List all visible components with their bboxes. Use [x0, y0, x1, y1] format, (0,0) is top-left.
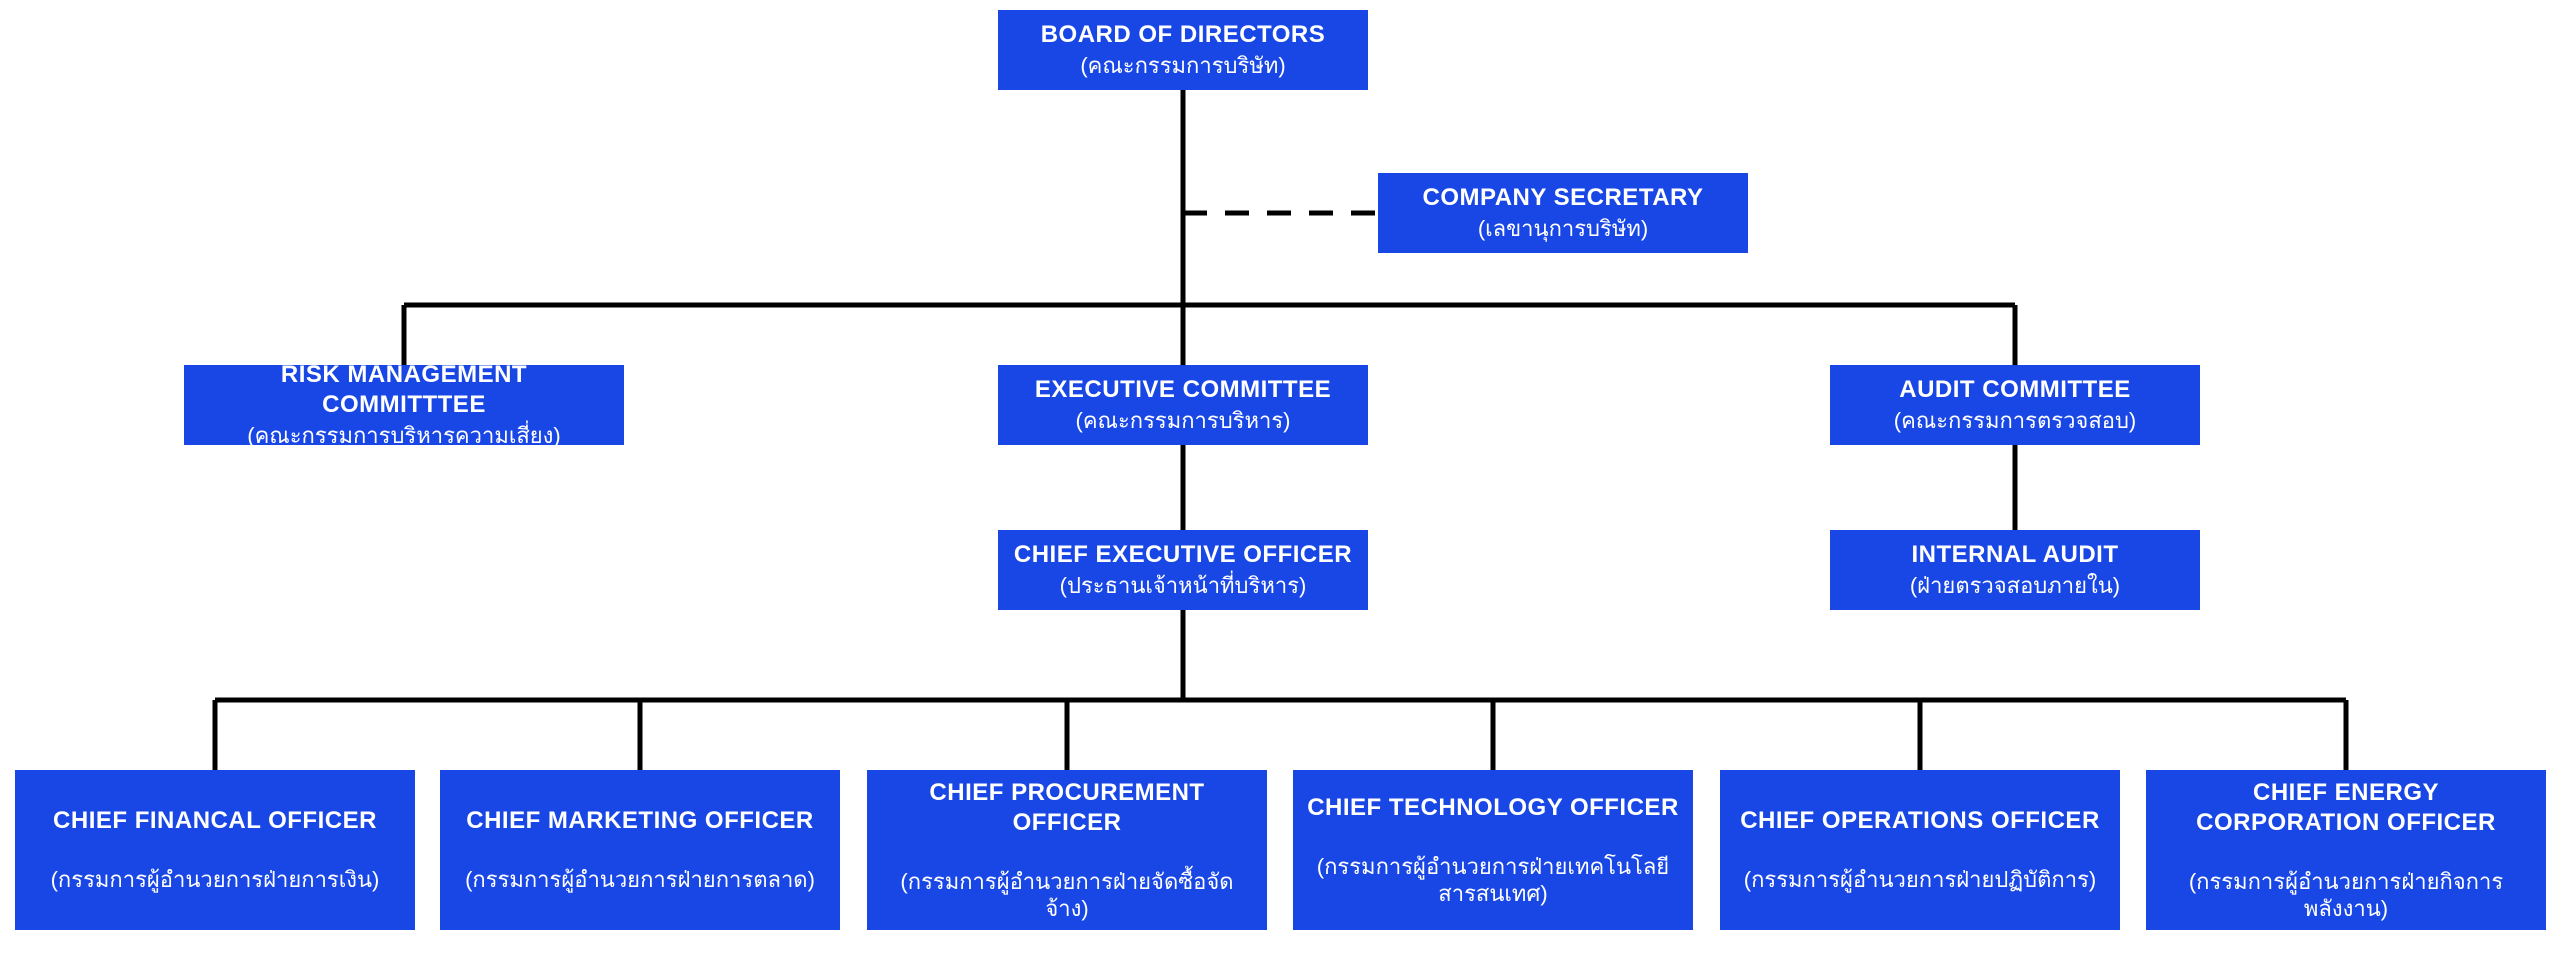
- node-title: AUDIT COMMITTEE: [1899, 375, 2130, 405]
- node-subtitle: (ฝ่ายตรวจสอบภายใน): [1910, 572, 2120, 600]
- node-cmo: CHIEF MARKETING OFFICER (กรรมการผู้อำนวย…: [440, 770, 840, 930]
- node-title: BOARD OF DIRECTORS: [1041, 20, 1326, 50]
- node-cto: CHIEF TECHNOLOGY OFFICER (กรรมการผู้อำนว…: [1293, 770, 1693, 930]
- node-title: CHIEF PROCUREMENT OFFICER: [881, 778, 1253, 838]
- node-subtitle: (กรรมการผู้อำนวยการฝ่ายปฏิบัติการ): [1744, 866, 2096, 894]
- node-subtitle: (คณะกรรมการบริษัท): [1080, 52, 1285, 80]
- node-title: CHIEF MARKETING OFFICER: [466, 806, 814, 836]
- node-title: INTERNAL AUDIT: [1912, 540, 2119, 570]
- node-subtitle: (กรรมการผู้อำนวยการฝ่ายการตลาด): [465, 866, 815, 894]
- node-board: BOARD OF DIRECTORS (คณะกรรมการบริษัท): [998, 10, 1368, 90]
- node-ceo: CHIEF EXECUTIVE OFFICER (ประธานเจ้าหน้าท…: [998, 530, 1368, 610]
- node-subtitle: (กรรมการผู้อำนวยการฝ่ายจัดซื้อจัดจ้าง): [881, 868, 1253, 923]
- node-subtitle: (คณะกรรมการบริหารความเสี่ยง): [247, 422, 561, 450]
- node-cfo: CHIEF FINANCAL OFFICER (กรรมการผู้อำนวยก…: [15, 770, 415, 930]
- node-title: RISK MANAGEMENT COMMITTTEE: [198, 360, 610, 420]
- org-chart: BOARD OF DIRECTORS (คณะกรรมการบริษัท) CO…: [0, 0, 2560, 964]
- node-risk: RISK MANAGEMENT COMMITTTEE (คณะกรรมการบร…: [184, 365, 624, 445]
- node-audit: AUDIT COMMITTEE (คณะกรรมการตรวจสอบ): [1830, 365, 2200, 445]
- node-title: CHIEF OPERATIONS OFFICER: [1740, 806, 2100, 836]
- node-subtitle: (คณะกรรมการตรวจสอบ): [1894, 407, 2137, 435]
- node-internal-audit: INTERNAL AUDIT (ฝ่ายตรวจสอบภายใน): [1830, 530, 2200, 610]
- node-title: CHIEF EXECUTIVE OFFICER: [1014, 540, 1352, 570]
- node-cpo: CHIEF PROCUREMENT OFFICER (กรรมการผู้อำน…: [867, 770, 1267, 930]
- node-subtitle: (กรรมการผู้อำนวยการฝ่ายการเงิน): [51, 866, 380, 894]
- node-subtitle: (ประธานเจ้าหน้าที่บริหาร): [1060, 572, 1307, 600]
- node-subtitle: (เลขานุการบริษัท): [1478, 215, 1648, 243]
- node-title: COMPANY SECRETARY: [1423, 183, 1704, 213]
- node-subtitle: (กรรมการผู้อำนวยการฝ่ายเทคโนโลยีสารสนเทศ…: [1307, 853, 1679, 908]
- node-exec: EXECUTIVE COMMITTEE (คณะกรรมการบริหาร): [998, 365, 1368, 445]
- node-coo: CHIEF OPERATIONS OFFICER (กรรมการผู้อำนว…: [1720, 770, 2120, 930]
- node-title: CHIEF TECHNOLOGY OFFICER: [1307, 793, 1679, 823]
- node-secretary: COMPANY SECRETARY (เลขานุการบริษัท): [1378, 173, 1748, 253]
- node-ceco: CHIEF ENERGY CORPORATION OFFICER (กรรมกา…: [2146, 770, 2546, 930]
- node-subtitle: (คณะกรรมการบริหาร): [1076, 407, 1291, 435]
- node-title: CHIEF ENERGY CORPORATION OFFICER: [2160, 778, 2532, 838]
- node-title: CHIEF FINANCAL OFFICER: [53, 806, 377, 836]
- node-title: EXECUTIVE COMMITTEE: [1035, 375, 1331, 405]
- node-subtitle: (กรรมการผู้อำนวยการฝ่ายกิจการพลังงาน): [2160, 868, 2532, 923]
